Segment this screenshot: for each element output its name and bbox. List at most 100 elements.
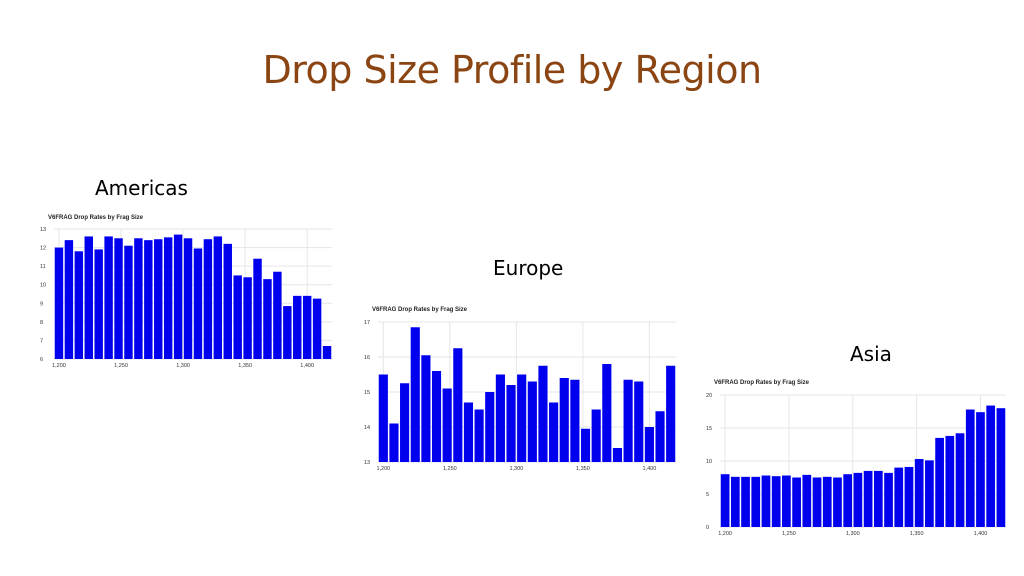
- europe-bar: [378, 374, 388, 462]
- europe-bar: [549, 402, 559, 462]
- asia-y-tick-label: 10: [706, 459, 712, 465]
- asia-bar: [945, 435, 955, 527]
- europe-bar: [527, 381, 537, 462]
- asia-y-tick-label: 5: [706, 492, 709, 498]
- americas-y-tick-label: 10: [40, 283, 46, 289]
- americas-bar: [54, 247, 64, 359]
- americas-bar: [193, 248, 203, 359]
- europe-bar: [410, 327, 420, 462]
- asia-bar: [965, 409, 975, 527]
- americas-y-tick-label: 9: [40, 301, 43, 307]
- americas-bar: [253, 258, 262, 359]
- chart-americas: V6FRAG Drop Rates by Frag Size 6 7 8 9 10 11 12…: [40, 215, 332, 369]
- asia-bar: [863, 470, 873, 527]
- asia-bar: [986, 405, 996, 527]
- asia-x-tick-label: 1,400: [974, 531, 988, 537]
- asia-bar: [843, 474, 853, 527]
- asia-bar: [955, 433, 965, 527]
- americas-bar: [322, 346, 332, 359]
- europe-bar: [538, 365, 548, 462]
- asia-bar: [761, 475, 771, 527]
- asia-bar: [884, 472, 893, 527]
- americas-x-tick-label: 1,200: [52, 363, 66, 369]
- americas-bar: [302, 295, 312, 359]
- americas-y-tick-label: 13: [40, 227, 46, 233]
- americas-y-tick-label: 12: [40, 246, 46, 252]
- americas-bar: [293, 295, 302, 359]
- americas-bar: [243, 277, 252, 359]
- europe-bar: [655, 411, 665, 462]
- americas-bar: [263, 279, 272, 359]
- asia-x-tick-label: 1,350: [910, 531, 924, 537]
- europe-bar: [634, 381, 644, 462]
- asia-bar: [771, 476, 781, 527]
- europe-y-tick-label: 16: [364, 355, 370, 361]
- asia-bar: [741, 476, 750, 527]
- europe-bar: [421, 355, 431, 462]
- asia-bar: [996, 408, 1006, 527]
- americas-chart-title: V6FRAG Drop Rates by Frag Size: [48, 215, 144, 221]
- asia-bar: [894, 467, 904, 527]
- asia-bar: [976, 412, 985, 527]
- asia-bar: [720, 474, 730, 527]
- americas-y-tick-label: 11: [40, 264, 46, 270]
- europe-x-tick-label: 1,200: [376, 466, 390, 472]
- europe-bar: [474, 409, 484, 462]
- americas-bar: [283, 306, 292, 359]
- americas-bar: [233, 275, 242, 359]
- americas-bar: [273, 271, 282, 359]
- europe-bar: [495, 374, 505, 462]
- europe-bar: [602, 364, 612, 462]
- americas-bar: [144, 240, 153, 359]
- asia-chart-title: V6FRAG Drop Rates by Frag Size: [714, 380, 810, 386]
- americas-bar: [124, 245, 133, 359]
- europe-bar: [463, 402, 474, 462]
- asia-bar: [833, 477, 842, 527]
- asia-x-tick-label: 1,200: [718, 531, 732, 537]
- asia-bar: [925, 460, 934, 527]
- europe-bar: [517, 374, 527, 462]
- asia-bar: [935, 437, 944, 527]
- americas-bar: [173, 234, 183, 359]
- region-label-americas: Americas: [95, 176, 188, 200]
- asia-bar: [822, 476, 832, 527]
- europe-bar: [506, 385, 516, 462]
- europe-bar: [666, 365, 676, 462]
- americas-bar: [104, 236, 113, 359]
- europe-bar: [400, 383, 410, 462]
- asia-y-tick-label: 15: [706, 426, 712, 432]
- asia-bar: [802, 474, 812, 527]
- europe-bar: [644, 427, 654, 462]
- americas-bar: [223, 243, 232, 359]
- europe-x-tick-label: 1,400: [643, 466, 657, 472]
- americas-bar: [94, 249, 103, 359]
- americas-bar: [183, 238, 193, 359]
- asia-y-tick-label: 20: [706, 393, 712, 399]
- asia-bar: [792, 477, 801, 527]
- americas-bar: [163, 237, 173, 359]
- europe-bar: [570, 379, 580, 462]
- americas-bar: [154, 239, 163, 359]
- europe-bar: [453, 348, 463, 462]
- europe-y-tick-label: 17: [364, 320, 370, 326]
- asia-x-tick-label: 1,250: [782, 531, 796, 537]
- europe-x-tick-label: 1,250: [443, 466, 457, 472]
- europe-bar: [623, 379, 633, 462]
- americas-bar: [312, 298, 322, 359]
- europe-bar: [431, 371, 442, 462]
- region-label-europe: Europe: [493, 256, 564, 280]
- asia-x-tick-label: 1,300: [846, 531, 860, 537]
- asia-bar: [873, 470, 883, 527]
- europe-bar: [591, 409, 601, 462]
- europe-x-tick-label: 1,350: [576, 466, 590, 472]
- americas-x-tick-label: 1,300: [176, 363, 190, 369]
- europe-y-tick-label: 13: [364, 460, 370, 466]
- asia-bar: [751, 476, 761, 527]
- americas-bar: [84, 236, 93, 359]
- region-label-asia: Asia: [850, 342, 892, 366]
- americas-bar: [203, 239, 213, 359]
- americas-bar: [213, 236, 223, 359]
- europe-y-tick-label: 14: [364, 425, 370, 431]
- asia-bar: [904, 466, 914, 527]
- asia-bar: [782, 475, 791, 527]
